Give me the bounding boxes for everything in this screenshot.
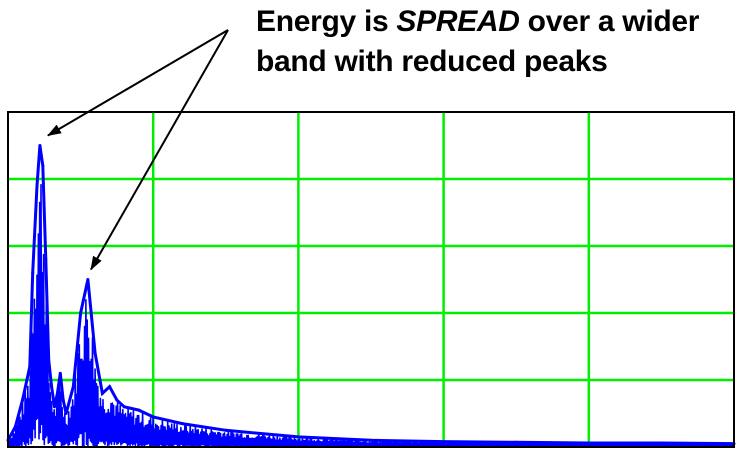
data-point <box>659 441 663 445</box>
data-point <box>41 164 45 168</box>
data-point <box>64 412 68 415</box>
data-point <box>55 391 59 395</box>
data-point <box>71 385 75 389</box>
data-point <box>61 398 65 402</box>
data-point <box>28 365 32 369</box>
data-point <box>180 422 184 426</box>
data-point <box>137 408 141 412</box>
data-point <box>587 441 591 445</box>
data-point <box>442 440 446 444</box>
data-point <box>369 438 373 442</box>
data-point <box>151 415 155 419</box>
data-point <box>86 278 90 281</box>
series-line-0 <box>7 183 735 448</box>
data-point <box>21 398 25 402</box>
annotation-line-1: Energy is SPREAD over a wider <box>256 2 736 42</box>
data-point <box>35 184 39 188</box>
grid <box>8 112 734 447</box>
data-point <box>44 257 48 261</box>
data-point <box>224 428 228 432</box>
data-point <box>31 271 35 275</box>
data-point <box>52 405 56 409</box>
plot-frame <box>7 111 735 448</box>
data-point <box>108 385 112 389</box>
annotation-line-1-end: over a wider <box>519 5 700 38</box>
annotation-arrow-2 <box>90 29 229 271</box>
chart-annotation: Energy is SPREAD over a wider band with … <box>256 2 736 82</box>
data-point <box>38 144 42 147</box>
data-point <box>115 398 119 402</box>
data-point <box>100 391 104 395</box>
data-point <box>79 311 83 315</box>
annotation-arrows <box>47 29 229 271</box>
annotation-line-2: band with reduced peaks <box>256 45 608 78</box>
annotation-emphasis: SPREAD <box>396 5 520 38</box>
data-point <box>122 405 126 409</box>
data-point <box>47 358 51 362</box>
data-point <box>514 440 518 444</box>
series-layer <box>6 144 736 448</box>
data-point <box>296 435 300 439</box>
data-point <box>13 425 17 429</box>
annotation-arrow-1 <box>47 29 229 137</box>
data-point <box>93 351 97 355</box>
data-point <box>50 385 54 389</box>
annotation-line-1-start: Energy is <box>256 5 397 38</box>
data-point <box>58 371 62 375</box>
